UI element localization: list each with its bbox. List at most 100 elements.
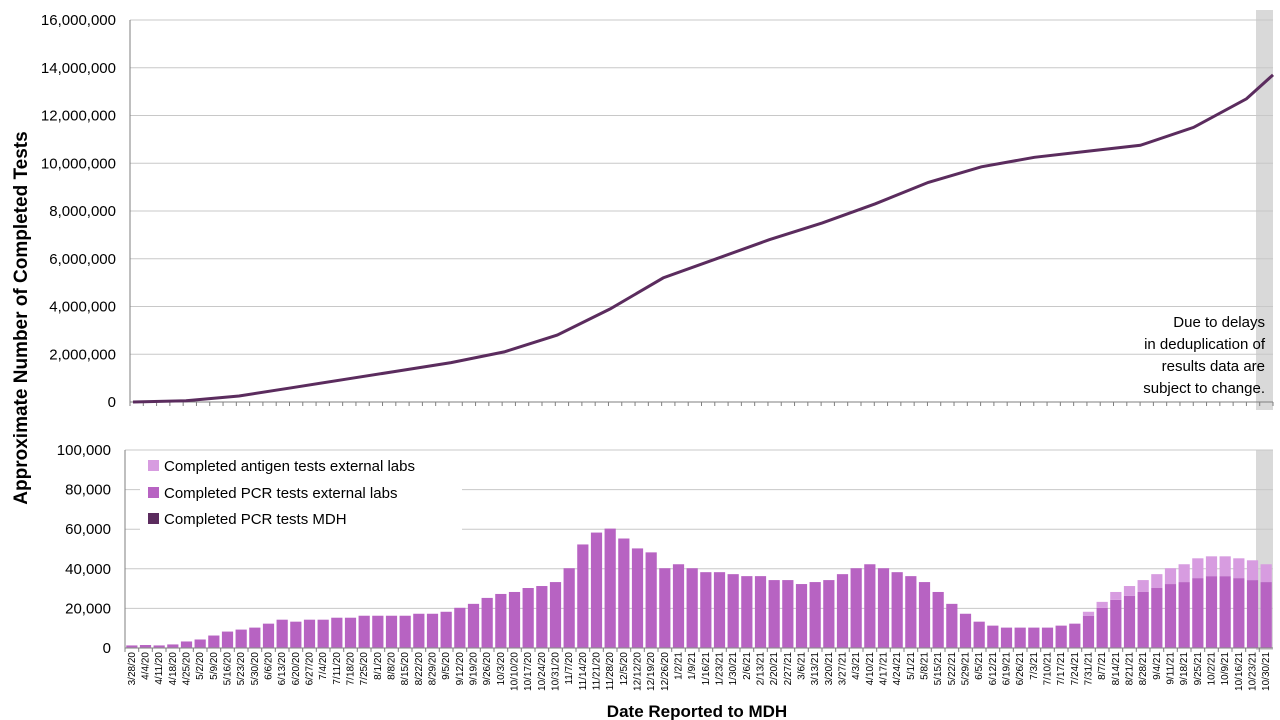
bar-segment — [1000, 627, 1013, 648]
date-tick-label: 2/27/21 — [783, 652, 794, 686]
bar-segment — [372, 615, 384, 648]
legend-label-antigen: Completed antigen tests external labs — [164, 458, 415, 475]
bar-segment — [973, 621, 985, 648]
date-tick-label: 10/24/20 — [537, 652, 548, 691]
bar-segment — [1110, 591, 1122, 600]
legend-label-pcr-external: Completed PCR tests external labs — [164, 485, 397, 502]
bar-segment — [1028, 627, 1040, 648]
bar-segment — [809, 582, 821, 648]
bar-segment — [850, 568, 862, 648]
bar-segment — [768, 580, 780, 648]
bar-segment — [645, 552, 657, 648]
date-tick-label: 5/22/21 — [947, 652, 958, 686]
bar-segment — [795, 584, 808, 648]
note-line-4: subject to change. — [1143, 380, 1265, 397]
bottom-y-tick-label: 0 — [103, 640, 111, 657]
date-tick-label: 7/31/21 — [1084, 652, 1095, 686]
date-tick-label: 2/13/21 — [756, 652, 767, 686]
date-tick-label: 5/30/20 — [250, 652, 261, 686]
top-y-tick-label: 12,000,000 — [41, 108, 116, 125]
top-y-tick-label: 10,000,000 — [41, 155, 116, 172]
bar-segment — [563, 568, 575, 648]
bar-segment — [522, 588, 534, 648]
date-tick-label: 9/4/21 — [1152, 652, 1163, 680]
date-tick-label: 8/14/21 — [1111, 652, 1122, 686]
cumulative-chart: 0 2,000,000 4,000,000 6,000,000 8,000,000 10,… — [41, 10, 1275, 411]
bar-segment — [481, 597, 493, 648]
bar-segment — [1178, 582, 1190, 648]
date-tick-label: 7/25/20 — [359, 652, 370, 686]
bar-segment — [1041, 627, 1054, 648]
date-tick-label: 9/12/20 — [455, 652, 466, 686]
bar-segment — [399, 615, 411, 648]
date-tick-label: 9/19/20 — [469, 652, 480, 686]
bar-segment — [1192, 578, 1204, 648]
bar-segment — [208, 635, 220, 648]
bar-segment — [1260, 582, 1272, 648]
date-tick-label: 5/1/21 — [906, 652, 917, 680]
bar-segment — [139, 645, 152, 648]
date-tick-label: 10/3/20 — [496, 652, 507, 686]
bar-segment — [495, 593, 507, 648]
bar-segment — [823, 580, 835, 648]
bar-segment — [262, 623, 275, 648]
bar-segment — [1123, 595, 1136, 648]
date-tick-label: 10/17/20 — [523, 652, 534, 691]
bar-segment — [413, 613, 425, 648]
bar-segment — [1096, 607, 1108, 648]
date-tick-label: 1/30/21 — [728, 652, 739, 686]
date-tick-label: 1/16/21 — [701, 652, 712, 686]
date-tick-label: 8/28/21 — [1138, 652, 1149, 686]
date-tick-label: 10/9/21 — [1220, 652, 1231, 686]
bottom-y-tick-label: 60,000 — [65, 521, 111, 538]
date-tick-label: 4/18/20 — [168, 652, 179, 686]
date-tick-label: 9/5/20 — [441, 652, 452, 680]
bottom-y-tick-label: 100,000 — [57, 442, 111, 459]
date-tick-label: 8/1/20 — [373, 652, 384, 680]
top-y-tick-label: 8,000,000 — [49, 203, 116, 220]
bar-segment — [508, 591, 521, 648]
date-tick-label: 4/25/20 — [182, 652, 193, 686]
date-tick-label: 5/2/20 — [195, 652, 206, 680]
date-tick-label: 10/31/20 — [551, 652, 562, 691]
date-tick-label: 1/9/21 — [687, 652, 698, 680]
bottom-y-tick-label: 40,000 — [65, 561, 111, 578]
bar-segment — [167, 644, 179, 648]
date-tick-label: 9/11/21 — [1166, 652, 1177, 685]
date-tick-label: 7/24/21 — [1070, 652, 1081, 686]
bar-segment — [727, 574, 739, 648]
bar-segment — [467, 603, 480, 648]
bar-segment — [741, 576, 753, 648]
date-tick-label: 9/25/21 — [1193, 652, 1204, 686]
bar-segment — [1055, 625, 1067, 648]
date-tick-label: 5/29/21 — [961, 652, 972, 686]
y-axis-title: Approximate Number of Completed Tests — [11, 131, 32, 504]
legend: Completed antigen tests external labs Co… — [140, 452, 462, 532]
date-tick-label: 4/11/20 — [154, 652, 165, 685]
date-tick-label: 8/21/21 — [1125, 652, 1136, 686]
date-tick-label: 5/16/20 — [223, 652, 234, 686]
date-tick-label: 7/10/21 — [1043, 652, 1054, 686]
bar-segment — [618, 538, 630, 648]
bar-segment — [577, 544, 589, 648]
bar-segment — [1069, 623, 1081, 648]
bar-segment — [932, 591, 944, 648]
bar-segment — [946, 603, 958, 648]
bar-segment — [235, 629, 247, 648]
date-tick-label: 5/8/21 — [920, 652, 931, 680]
bottom-y-tick-label: 80,000 — [65, 482, 111, 499]
bar-segment — [905, 576, 917, 648]
bar-segment — [126, 645, 138, 648]
date-tick-label: 6/26/21 — [1015, 652, 1026, 686]
date-tick-label: 4/4/20 — [141, 652, 152, 680]
legend-label-pcr-mdh: Completed PCR tests MDH — [164, 511, 347, 528]
top-y-tick-label: 6,000,000 — [49, 251, 116, 268]
legend-swatch-pcr-mdh — [148, 513, 159, 524]
date-tick-label: 10/23/21 — [1248, 652, 1259, 691]
bar-segment — [1205, 576, 1218, 648]
date-tick-label: 12/12/20 — [633, 652, 644, 691]
date-tick-label: 7/17/21 — [1056, 652, 1067, 686]
top-y-tick-label: 0 — [108, 394, 116, 411]
bar-segment — [1014, 627, 1026, 648]
note-line-3: results data are — [1162, 358, 1265, 375]
